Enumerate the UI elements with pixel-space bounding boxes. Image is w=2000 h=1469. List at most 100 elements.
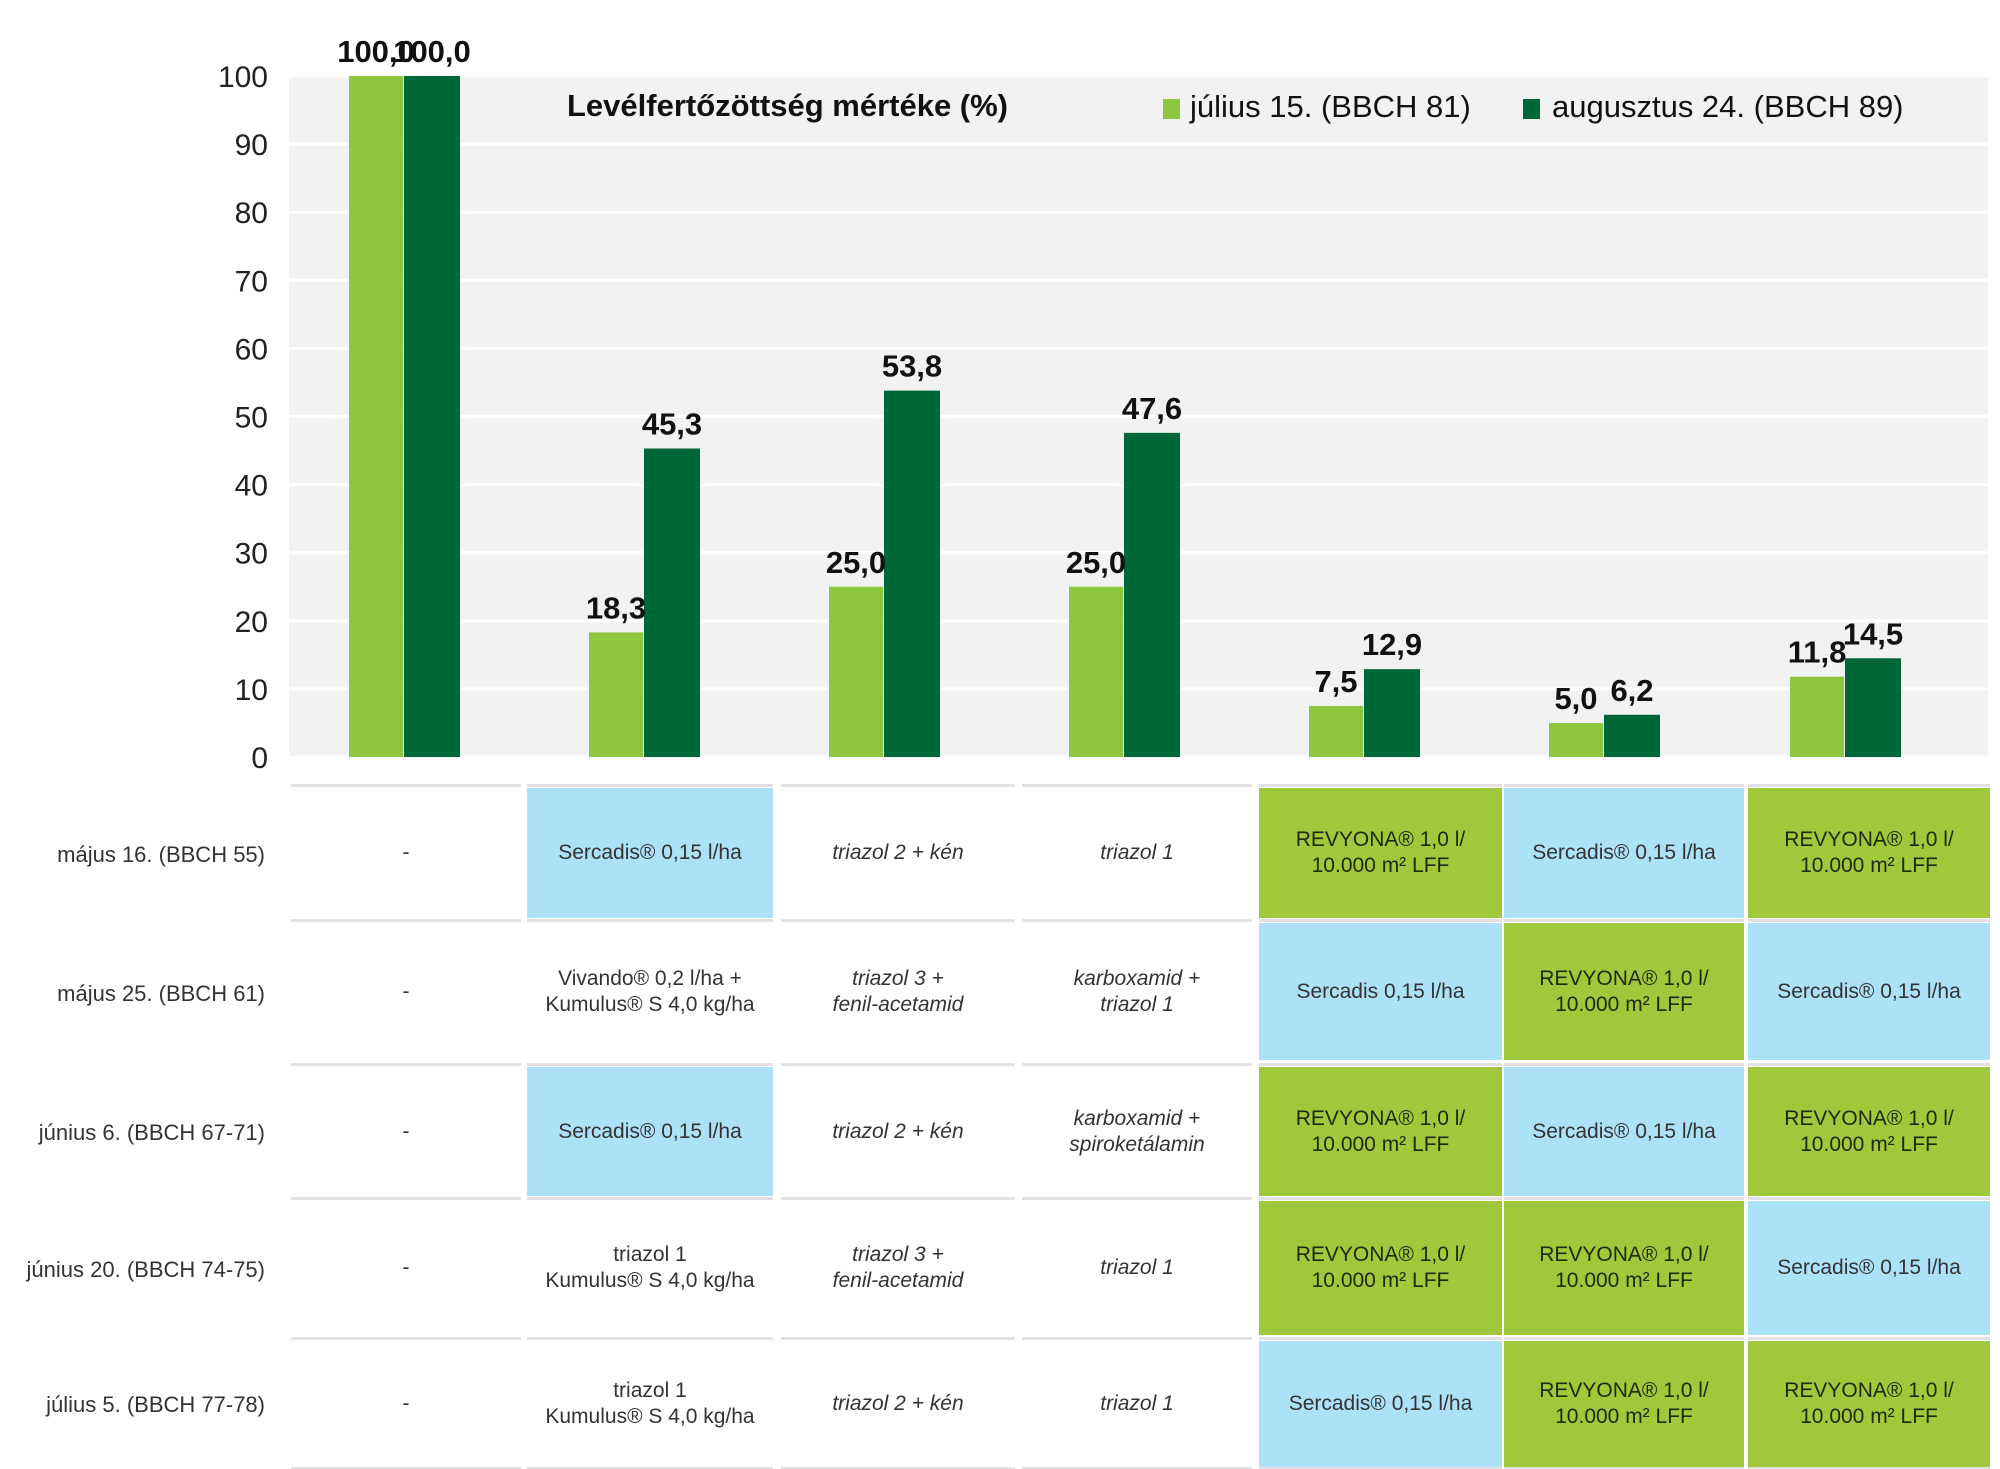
schedule-cell: REVYONA® 1,0 l/ 10.000 m² LFF: [1748, 1341, 1990, 1467]
schedule-cell: REVYONA® 1,0 l/ 10.000 m² LFF: [1259, 1201, 1502, 1335]
schedule-cell: REVYONA® 1,0 l/ 10.000 m² LFF: [1259, 1067, 1502, 1196]
row-separator: [781, 784, 1015, 787]
row-separator: [1748, 919, 1990, 922]
row-separator: [291, 919, 521, 922]
schedule-cell: REVYONA® 1,0 l/ 10.000 m² LFF: [1504, 923, 1744, 1060]
y-tick-label: 50: [235, 402, 268, 435]
data-label: 6,2: [1610, 673, 1653, 708]
schedule-cell: REVYONA® 1,0 l/ 10.000 m² LFF: [1504, 1201, 1744, 1335]
schedule-cell: Sercadis 0,15 l/ha: [1259, 923, 1502, 1060]
schedule-cell: Sercadis® 0,15 l/ha: [527, 1067, 773, 1196]
row-separator: [1022, 1197, 1252, 1200]
schedule-cell: Sercadis® 0,15 l/ha: [1748, 923, 1990, 1060]
schedule-row-label: június 20. (BBCH 74-75): [26, 1257, 265, 1282]
schedule-cell: triazol 2 + kén: [832, 1392, 964, 1415]
data-label: 47,6: [1122, 391, 1182, 426]
data-label: 12,9: [1362, 627, 1422, 662]
y-tick-label: 90: [235, 129, 268, 162]
legend-label-july: július 15. (BBCH 81): [1189, 89, 1471, 124]
schedule-cell: -: [402, 1256, 410, 1279]
row-separator: [1259, 919, 1502, 922]
schedule-cell: karboxamid + triazol 1: [1073, 966, 1201, 1016]
schedule-cell: -: [402, 1392, 410, 1415]
schedule-cell: Sercadis® 0,15 l/ha: [1504, 788, 1744, 918]
bars: [349, 76, 1901, 757]
data-label: 18,3: [586, 590, 646, 625]
schedule-cell: REVYONA® 1,0 l/ 10.000 m² LFF: [1259, 788, 1502, 918]
schedule-cell: triazol 1 Kumulus® S 4,0 kg/ha: [545, 1243, 755, 1292]
legend-label-august: augusztus 24. (BBCH 89): [1552, 89, 1904, 124]
row-separator: [1504, 919, 1744, 922]
bar-july-4: [1069, 586, 1123, 757]
schedule-cell: triazol 1: [1100, 1256, 1174, 1279]
row-separator: [1748, 1063, 1990, 1066]
data-label: 14,5: [1843, 616, 1903, 651]
schedule-cell: triazol 1: [1100, 841, 1174, 864]
bar-july-2: [589, 632, 643, 757]
data-label: 45,3: [642, 407, 702, 442]
row-separator: [1022, 784, 1252, 787]
row-separator: [781, 1197, 1015, 1200]
row-separator: [291, 1063, 521, 1066]
row-separator: [291, 1337, 521, 1340]
row-separator: [1259, 1197, 1502, 1200]
schedule-cell: -: [402, 979, 410, 1003]
row-separator: [527, 784, 773, 787]
schedule-cell: Sercadis® 0,15 l/ha: [1748, 1201, 1990, 1335]
row-separator: [527, 919, 773, 922]
row-separator: [1022, 1063, 1252, 1066]
schedule-cell: triazol 3 + fenil-acetamid: [832, 1243, 964, 1292]
legend-swatch-july: [1163, 99, 1180, 119]
data-label: 100,0: [337, 34, 415, 69]
bar-august-1: [404, 76, 460, 757]
bar-august-4: [1124, 432, 1180, 757]
bar-august-6: [1604, 714, 1660, 757]
schedule-row-label: július 5. (BBCH 77-78): [46, 1392, 265, 1417]
schedule-row-label: június 6. (BBCH 67-71): [38, 1120, 265, 1145]
row-separator: [527, 1063, 773, 1066]
y-tick-label: 0: [251, 742, 268, 775]
data-label: 53,8: [882, 349, 942, 384]
schedule-cell: -: [402, 841, 410, 864]
schedule-cell: Sercadis® 0,15 l/ha: [1504, 1067, 1744, 1196]
schedule-cell: REVYONA® 1,0 l/ 10.000 m² LFF: [1748, 788, 1990, 918]
row-separator: [1504, 1197, 1744, 1200]
row-separator: [1022, 1337, 1252, 1340]
schedule-cell: Sercadis® 0,15 l/ha: [527, 788, 773, 918]
bar-august-3: [884, 390, 940, 757]
data-label: 5,0: [1554, 681, 1597, 716]
legend-swatch-august: [1523, 99, 1540, 119]
schedule-cell: triazol 1: [1100, 1392, 1174, 1415]
y-axis-ticks: 0 10 20 30 40 50 60 70 80 90 100: [218, 61, 268, 775]
row-separator: [781, 1063, 1015, 1066]
bar-chart: 0 10 20 30 40 50 60 70 80 90 100 100,0 18,3 25,0 25,0…: [218, 34, 1988, 775]
data-label: 100,0: [393, 34, 471, 69]
schedule-cell: -: [402, 1119, 410, 1143]
bar-august-2: [644, 448, 700, 757]
row-separator: [1504, 1337, 1744, 1340]
y-tick-label: 10: [235, 674, 268, 707]
schedule-row-label: május 25. (BBCH 61): [57, 981, 265, 1006]
chart-title: Levélfertőzöttség mértéke (%): [567, 88, 1008, 123]
schedule-cell: karboxamid + spiroketálamin: [1069, 1106, 1205, 1156]
schedule-cell: Sercadis® 0,15 l/ha: [1259, 1341, 1502, 1467]
row-separator: [1259, 1337, 1502, 1340]
data-label: 11,8: [1788, 635, 1847, 670]
bar-august-5: [1364, 669, 1420, 757]
y-tick-label: 30: [235, 538, 268, 571]
row-separator: [1748, 1197, 1990, 1200]
y-tick-label: 40: [235, 470, 268, 503]
row-separator: [1022, 919, 1252, 922]
bar-july-5: [1309, 705, 1363, 757]
row-separator: [527, 1337, 773, 1340]
schedule-cell: triazol 1 Kumulus® S 4,0 kg/ha: [545, 1379, 755, 1428]
y-tick-label: 60: [235, 333, 268, 366]
legend: július 15. (BBCH 81) augusztus 24. (BBCH…: [1163, 89, 1904, 124]
schedule-cell: REVYONA® 1,0 l/ 10.000 m² LFF: [1748, 1067, 1990, 1196]
row-separator: [1259, 784, 1502, 787]
schedule-cell: REVYONA® 1,0 l/ 10.000 m² LFF: [1504, 1341, 1744, 1467]
schedule-cell: triazol 2 + kén: [832, 841, 964, 864]
data-label: 25,0: [1066, 545, 1126, 580]
row-separator: [1504, 1063, 1744, 1066]
y-tick-label: 70: [235, 265, 268, 298]
